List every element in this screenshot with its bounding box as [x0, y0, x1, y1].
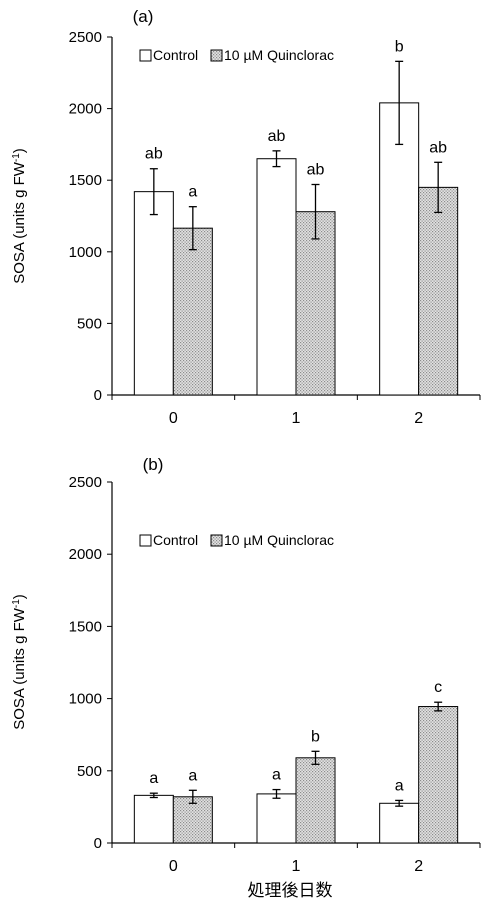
panel-label: (a): [133, 7, 154, 26]
bar: [172, 796, 213, 844]
bar: [256, 158, 297, 396]
y-tick-label: 1500: [69, 618, 102, 635]
bar: [256, 793, 297, 844]
y-tick-label: 2000: [69, 101, 102, 118]
legend-swatch: [210, 534, 223, 547]
y-tick-label: 1000: [69, 244, 102, 261]
bar: [172, 227, 213, 396]
y-tick-label: 1000: [69, 691, 102, 708]
significance-letter: ab: [268, 128, 286, 145]
significance-letter: ab: [307, 161, 325, 178]
significance-letter: a: [149, 770, 158, 787]
significance-letter: b: [395, 38, 404, 55]
legend-swatch: [139, 49, 152, 62]
x-axis-label: 処理後日数: [248, 881, 333, 900]
y-tick-label: 500: [77, 315, 102, 332]
significance-letter: c: [434, 679, 442, 696]
chart-panel-a: (a) SOSA (units g FW-1) 0 500 1000 1500 2000 25…: [11, 7, 481, 427]
significance-letter: ab: [145, 146, 163, 163]
significance-letter: a: [188, 184, 197, 201]
bar: [133, 794, 174, 844]
bar: [295, 757, 336, 844]
significance-letter: ab: [429, 139, 447, 156]
y-tick-label: 2500: [69, 29, 102, 46]
y-tick-label: 2500: [69, 474, 102, 491]
y-axis-label: SOSA (units g FW-1): [11, 148, 28, 284]
bar: [295, 211, 336, 396]
y-tick-label: 2000: [69, 546, 102, 563]
x-tick-label: 0: [169, 410, 178, 427]
legend-label: 10 µM Quinclorac: [224, 532, 334, 548]
y-tick-label: 0: [94, 835, 102, 852]
x-tick-label: 2: [414, 858, 423, 875]
bar: [379, 102, 420, 396]
bar: [418, 186, 459, 396]
bar: [418, 706, 459, 844]
significance-letter: a: [272, 767, 281, 784]
legend-swatch: [139, 534, 152, 547]
panel-label: (b): [143, 455, 164, 474]
bar: [379, 802, 420, 844]
bar: [133, 191, 174, 396]
y-tick-label: 0: [94, 387, 102, 404]
legend-label: Control: [153, 47, 198, 63]
x-tick-label: 2: [414, 410, 423, 427]
chart-panel-b: (b) SOSA (units g FW-1) 0 500 1000 1500 2000 25…: [11, 455, 481, 875]
x-tick-label: 1: [292, 858, 301, 875]
significance-letter: b: [311, 728, 320, 745]
y-tick-label: 500: [77, 763, 102, 780]
y-axis-label: SOSA (units g FW-1): [11, 594, 28, 730]
x-tick-label: 0: [169, 858, 178, 875]
x-tick-label: 1: [292, 410, 301, 427]
legend-label: Control: [153, 532, 198, 548]
significance-letter: a: [188, 767, 197, 784]
legend-swatch: [210, 49, 223, 62]
y-tick-label: 1500: [69, 172, 102, 189]
significance-letter: a: [395, 777, 404, 794]
legend-label: 10 µM Quinclorac: [224, 47, 334, 63]
